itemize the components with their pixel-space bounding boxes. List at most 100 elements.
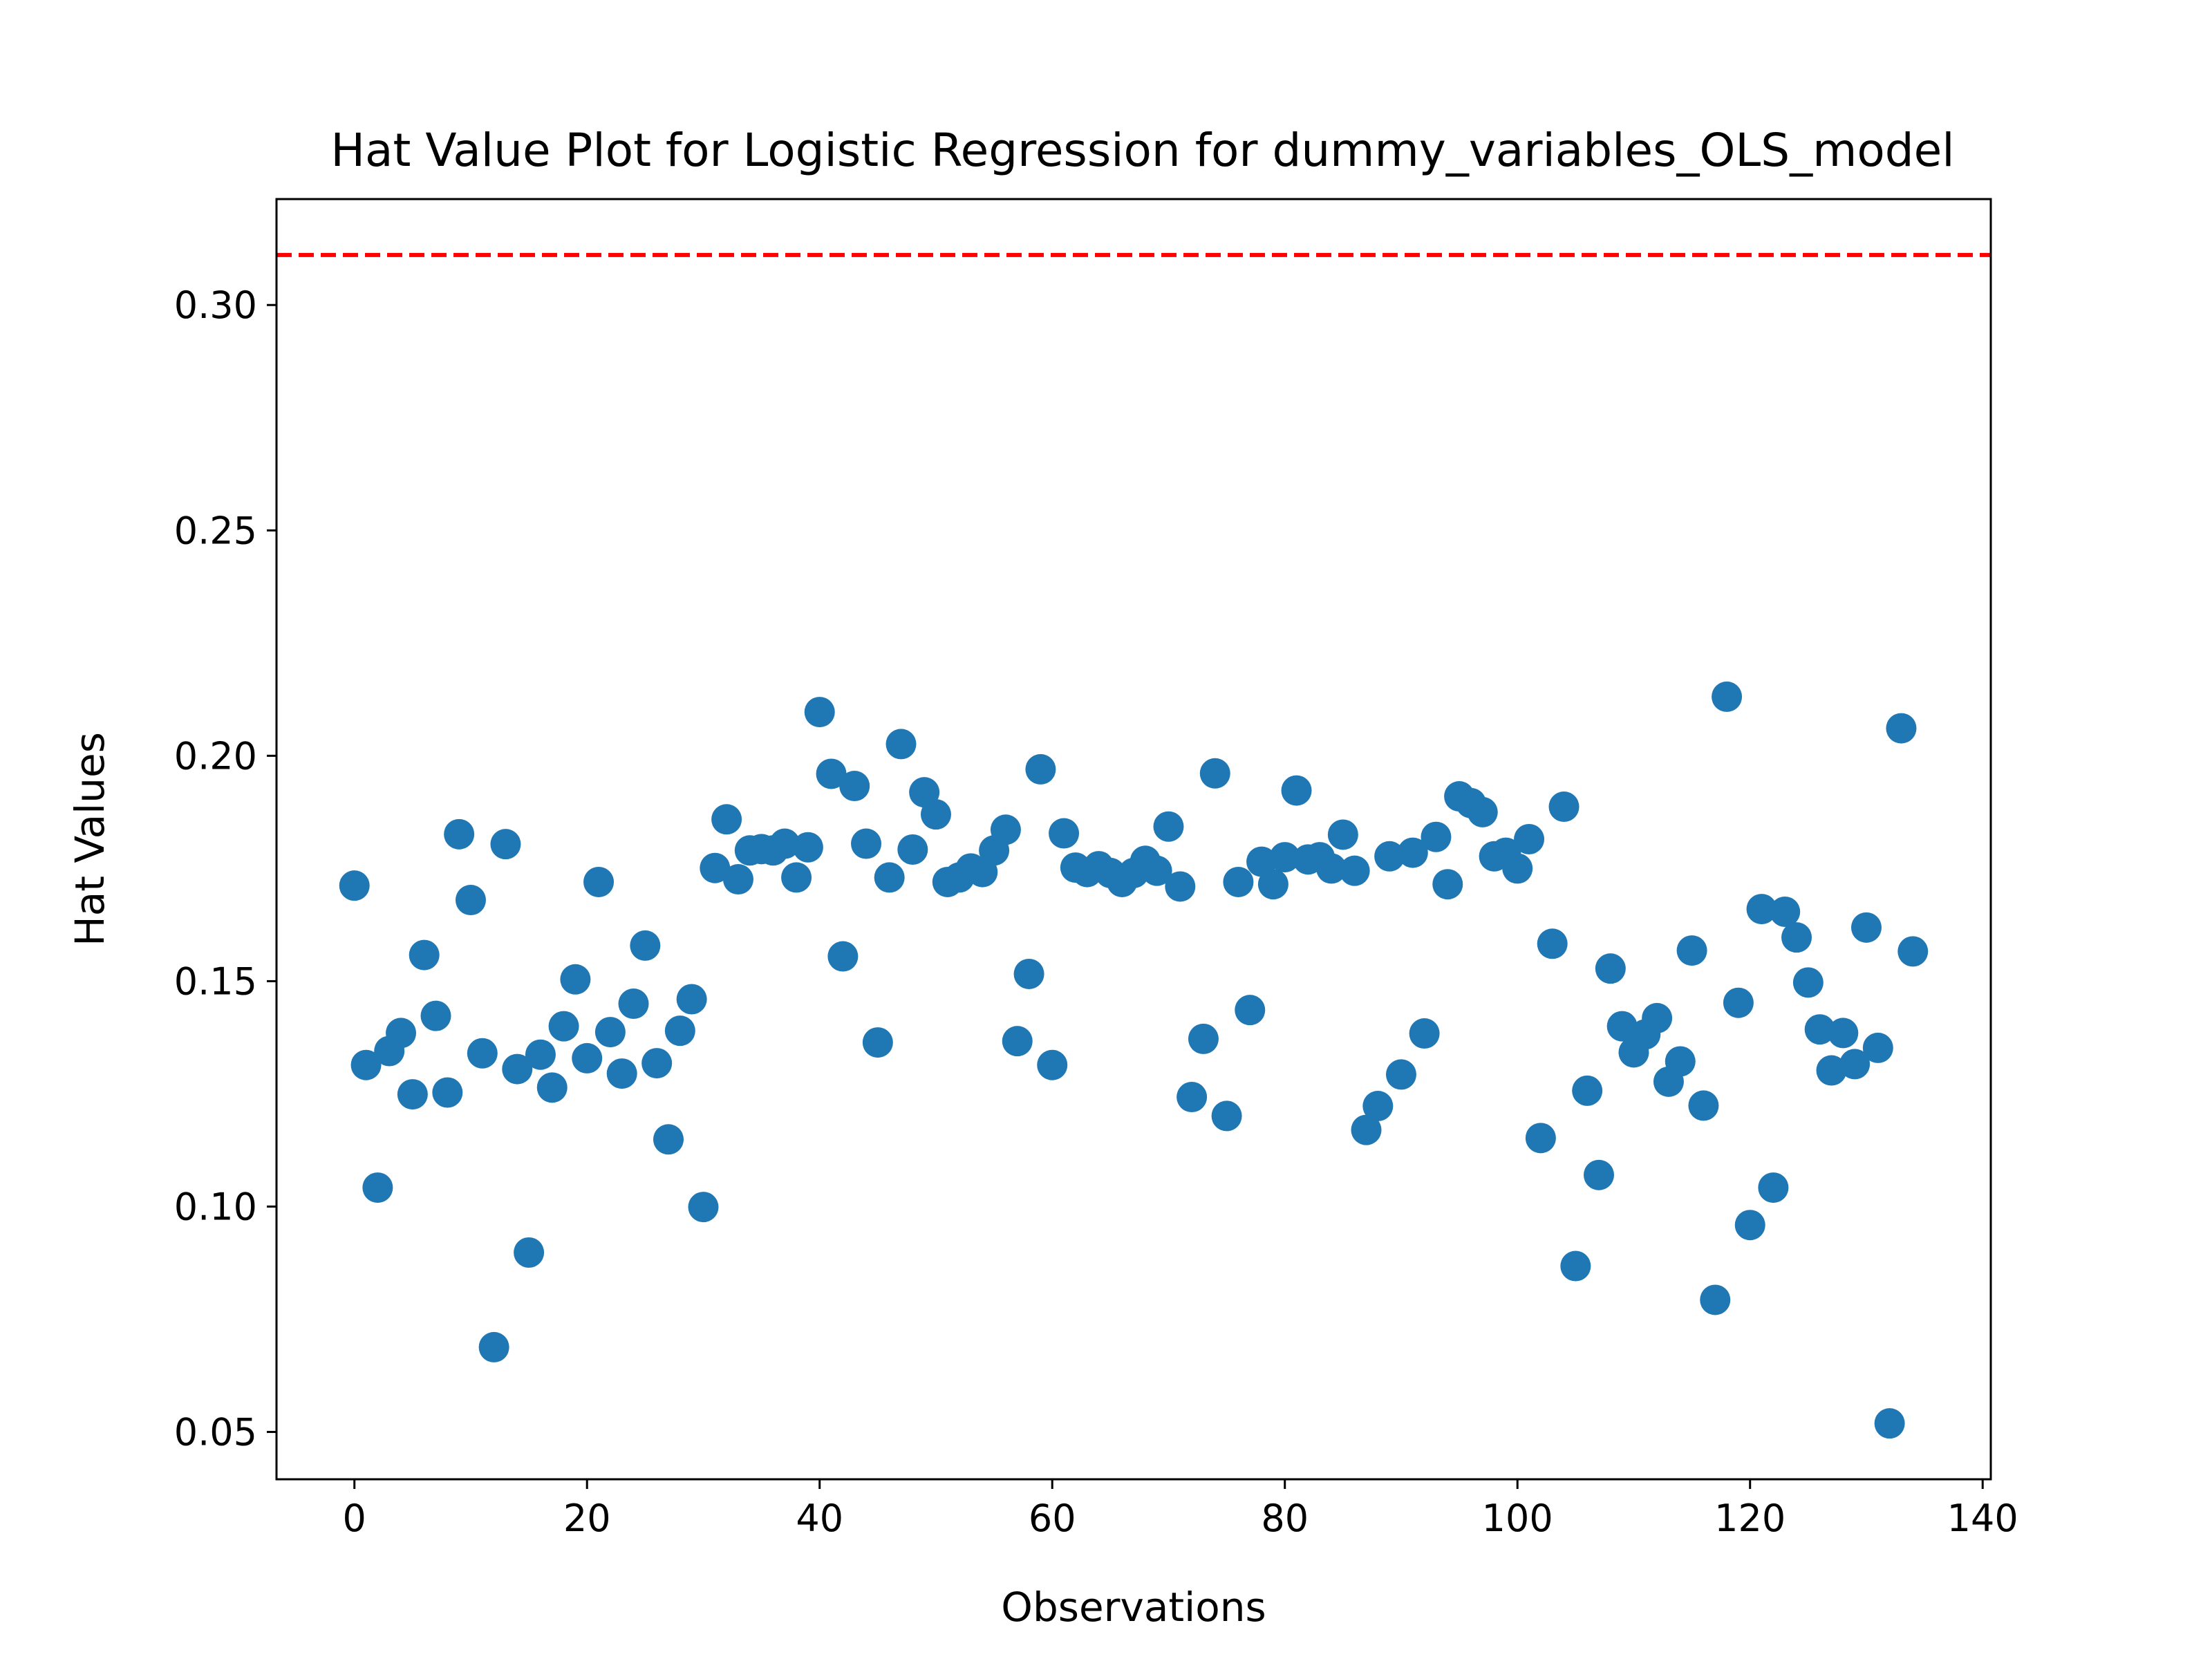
data-point — [1839, 1049, 1871, 1080]
data-point — [1560, 1250, 1591, 1282]
data-point — [1269, 842, 1300, 873]
data-point — [1374, 841, 1405, 872]
y-tick-label: 0.10 — [174, 1185, 257, 1228]
data-point — [1642, 1002, 1673, 1033]
data-point — [1548, 791, 1580, 823]
data-point — [1246, 846, 1277, 877]
data-point — [1583, 1159, 1614, 1190]
data-point — [792, 832, 823, 863]
data-point — [1188, 1023, 1219, 1054]
x-tick-label: 60 — [1029, 1497, 1076, 1540]
data-point — [514, 1237, 545, 1268]
data-point — [444, 818, 475, 850]
data-point — [862, 1027, 893, 1058]
data-point — [1316, 853, 1347, 884]
y-tick-label: 0.30 — [174, 283, 257, 327]
data-point — [1165, 871, 1196, 902]
data-point — [1153, 811, 1184, 842]
data-point — [1886, 713, 1917, 744]
data-point — [1421, 821, 1452, 852]
data-point — [1712, 681, 1743, 712]
data-point — [1432, 869, 1463, 900]
data-point — [502, 1053, 533, 1085]
data-point — [1397, 837, 1428, 868]
y-tick-label: 0.25 — [174, 509, 257, 552]
x-tick-label: 120 — [1714, 1497, 1785, 1540]
data-point — [1362, 1091, 1394, 1122]
data-point — [664, 1015, 695, 1047]
data-point — [594, 1017, 626, 1048]
data-point — [769, 828, 800, 859]
data-point — [827, 941, 859, 972]
data-point — [397, 1079, 428, 1110]
data-point — [1514, 824, 1545, 854]
x-tick-label: 20 — [563, 1497, 611, 1540]
data-point — [583, 866, 615, 897]
data-point — [572, 1042, 603, 1074]
x-tick-label: 0 — [343, 1497, 366, 1540]
data-point — [1792, 967, 1824, 998]
data-point — [1223, 866, 1254, 897]
data-point — [525, 1039, 556, 1070]
data-point — [641, 1048, 673, 1079]
data-point — [1049, 818, 1080, 849]
data-point — [1025, 753, 1056, 785]
data-point — [478, 1331, 509, 1362]
x-tick-label: 40 — [796, 1497, 843, 1540]
data-point — [630, 930, 661, 961]
data-point — [1828, 1018, 1859, 1049]
x-tick-label: 80 — [1261, 1497, 1309, 1540]
data-point — [1013, 958, 1044, 989]
data-point — [1257, 869, 1288, 900]
data-point — [1351, 1114, 1382, 1145]
x-axis-label: Observations — [1001, 1584, 1266, 1631]
data-point — [1199, 758, 1230, 789]
data-point — [606, 1058, 637, 1089]
data-point — [874, 862, 905, 893]
data-point — [897, 834, 928, 865]
data-point — [1676, 935, 1707, 966]
data-point — [420, 1000, 451, 1031]
data-point — [1700, 1284, 1731, 1315]
data-point — [1606, 1011, 1638, 1042]
data-point — [781, 862, 812, 893]
data-point — [1281, 775, 1312, 806]
data-point — [1211, 1100, 1242, 1132]
data-point — [1862, 1032, 1893, 1063]
data-point — [1688, 1090, 1719, 1121]
data-point — [339, 870, 370, 901]
data-point — [990, 814, 1021, 845]
y-axis-label: Hat Values — [66, 732, 113, 946]
data-point — [711, 804, 742, 835]
data-point — [548, 1011, 579, 1042]
y-tick-label: 0.15 — [174, 959, 257, 1003]
data-point — [1537, 928, 1568, 959]
chart-title: Hat Value Plot for Logistic Regression f… — [330, 124, 1954, 177]
data-point — [560, 964, 591, 995]
data-point — [536, 1072, 568, 1103]
data-point — [1502, 853, 1533, 884]
data-point — [1665, 1046, 1696, 1077]
data-point — [409, 939, 440, 971]
data-point — [350, 1049, 382, 1080]
data-point — [1595, 953, 1626, 984]
x-tick-label: 140 — [1947, 1497, 2018, 1540]
data-point — [1734, 1210, 1765, 1241]
data-point — [804, 697, 835, 728]
data-point — [1804, 1014, 1835, 1045]
data-point — [1816, 1055, 1847, 1086]
data-point — [885, 729, 917, 760]
plot-area-frame — [275, 198, 1992, 1481]
data-point — [920, 799, 951, 830]
data-point — [1525, 1123, 1556, 1154]
data-point — [839, 771, 870, 802]
data-point — [1327, 819, 1358, 850]
data-point — [1467, 796, 1498, 827]
data-point — [851, 828, 882, 859]
data-point — [467, 1038, 498, 1069]
data-point — [386, 1018, 417, 1049]
data-point — [1770, 896, 1801, 927]
data-point — [1897, 936, 1929, 967]
